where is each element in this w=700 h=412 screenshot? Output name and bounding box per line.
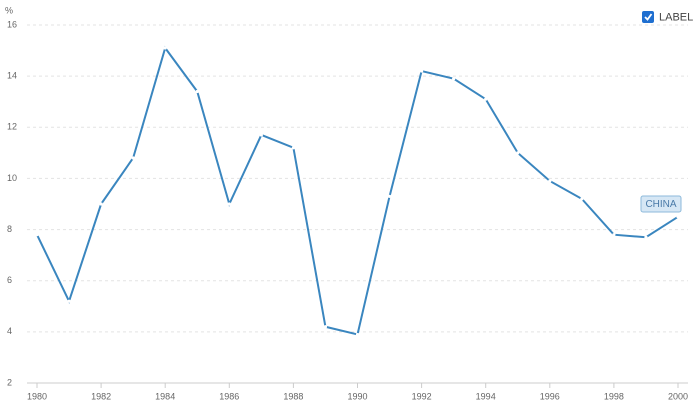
data-line	[36, 45, 679, 336]
data-point	[259, 133, 263, 137]
y-tick-label: 2	[7, 377, 12, 387]
y-tick-label: 10	[7, 173, 17, 183]
data-point	[163, 46, 167, 50]
x-tick-label: 1994	[476, 391, 496, 401]
x-tick-label: 1992	[412, 391, 432, 401]
legend-item[interactable]: LABEL	[642, 11, 693, 23]
data-point	[452, 77, 456, 81]
y-tick-label: 12	[7, 122, 17, 132]
y-tick-label: 6	[7, 275, 12, 285]
x-tick-label: 1996	[540, 391, 560, 401]
annotation-box	[640, 195, 682, 213]
x-tick-label: 2000	[668, 391, 688, 401]
legend-label: LABEL	[659, 11, 693, 23]
data-point	[516, 151, 520, 155]
data-point	[131, 156, 135, 160]
legend-checkmark	[644, 13, 653, 21]
data-point	[612, 233, 616, 237]
data-point	[420, 69, 424, 73]
data-point	[676, 215, 680, 219]
data-point	[291, 146, 295, 150]
data-point	[355, 332, 360, 337]
y-axis-label: %	[5, 5, 13, 15]
data-point	[548, 179, 552, 183]
data-point	[323, 325, 328, 329]
annotation: CHINA	[645, 199, 676, 210]
data-point	[387, 194, 392, 198]
data-point	[35, 233, 39, 237]
data-point	[227, 202, 231, 206]
x-tick-label: 1984	[155, 391, 175, 401]
y-tick-label: 14	[7, 71, 17, 81]
x-tick-label: 1986	[219, 391, 239, 401]
x-tick-label: 1998	[604, 391, 624, 401]
data-point	[99, 202, 103, 206]
data-point	[67, 299, 71, 303]
y-tick-label: 16	[7, 19, 17, 29]
x-tick-label: 1988	[283, 391, 303, 401]
y-tick-label: 4	[7, 326, 12, 336]
data-point	[644, 235, 648, 239]
data-point	[580, 197, 584, 201]
data-point	[484, 97, 488, 101]
x-tick-label: 1982	[91, 391, 111, 401]
y-tick-label: 8	[7, 224, 12, 234]
x-tick-label: 1990	[347, 391, 367, 401]
data-point	[195, 89, 199, 94]
x-tick-label: 1980	[27, 391, 47, 401]
legend-checkbox	[642, 11, 654, 23]
